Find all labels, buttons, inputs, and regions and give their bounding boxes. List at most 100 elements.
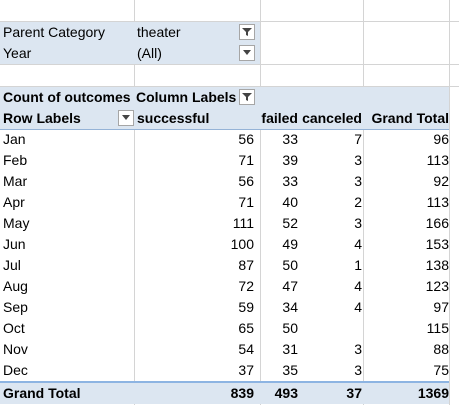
row-label: Nov bbox=[3, 341, 28, 357]
filter-value[interactable]: (All) bbox=[137, 45, 162, 61]
gridline bbox=[0, 86, 459, 87]
gridline bbox=[363, 0, 364, 405]
cell-canceled: 3 bbox=[354, 173, 362, 189]
table-row: Aug 72 47 4 123 bbox=[0, 276, 449, 297]
cell-grand-total: 96 bbox=[433, 131, 449, 147]
row-label: May bbox=[3, 215, 30, 231]
column-header-successful: successful bbox=[137, 110, 210, 126]
cell-grand-total: 123 bbox=[425, 278, 449, 294]
row-label: Jul bbox=[3, 257, 21, 273]
cell-grand-total: 113 bbox=[426, 194, 449, 210]
cell-successful: 111 bbox=[232, 215, 254, 231]
row-label: Jan bbox=[3, 131, 26, 147]
cell-successful: 72 bbox=[238, 278, 254, 294]
grand-total-row: Grand Total 839 493 37 1369 bbox=[0, 381, 449, 404]
filter-dropdown-icon[interactable] bbox=[239, 89, 255, 105]
cell-failed: 50 bbox=[282, 320, 298, 336]
cell-successful: 56 bbox=[238, 173, 254, 189]
chevron-down-icon[interactable] bbox=[239, 45, 255, 61]
cell-successful: 87 bbox=[238, 257, 254, 273]
cell-grand-total: 88 bbox=[433, 341, 449, 357]
cell-canceled: 3 bbox=[354, 362, 362, 378]
cell-successful: 71 bbox=[238, 152, 254, 168]
column-header-failed: failed bbox=[261, 110, 298, 126]
filter-label: Parent Category bbox=[3, 24, 105, 40]
measure-label: Count of outcomes bbox=[3, 89, 131, 105]
grand-total-failed: 493 bbox=[274, 385, 298, 401]
row-label: Apr bbox=[3, 194, 25, 210]
cell-canceled: 3 bbox=[354, 341, 362, 357]
cell-failed: 50 bbox=[282, 257, 298, 273]
cell-successful: 37 bbox=[238, 362, 254, 378]
cell-successful: 65 bbox=[238, 320, 254, 336]
cell-successful: 100 bbox=[230, 236, 254, 252]
table-row: Jun 100 49 4 153 bbox=[0, 234, 449, 255]
cell-failed: 49 bbox=[282, 236, 298, 252]
filter-row-year: Year (All) bbox=[0, 43, 260, 64]
cell-grand-total: 138 bbox=[425, 257, 449, 273]
cell-failed: 39 bbox=[282, 152, 298, 168]
row-label: Feb bbox=[3, 152, 28, 168]
header-separator bbox=[0, 129, 449, 130]
row-label: Aug bbox=[3, 278, 28, 294]
cell-successful: 56 bbox=[238, 131, 254, 147]
table-row: Jan 56 33 7 96 bbox=[0, 129, 449, 150]
grand-total-value: 1369 bbox=[417, 385, 449, 401]
filter-dropdown-icon[interactable] bbox=[239, 24, 255, 40]
column-header-canceled: canceled bbox=[302, 110, 362, 126]
cell-successful: 71 bbox=[238, 194, 254, 210]
table-row: Apr 71 40 2 113 bbox=[0, 192, 449, 213]
grand-total-canceled: 37 bbox=[346, 385, 362, 401]
row-labels-header: Row Labels bbox=[3, 110, 81, 126]
gridline bbox=[0, 21, 459, 22]
cell-canceled: 7 bbox=[354, 131, 362, 147]
table-row: May 111 52 3 166 bbox=[0, 213, 449, 234]
filter-row-parent-category: Parent Category theater bbox=[0, 22, 260, 43]
column-labels-header: Column Labels bbox=[136, 89, 237, 105]
cell-canceled: 1 bbox=[354, 257, 362, 273]
gridline bbox=[134, 0, 135, 405]
table-row: Oct 65 50 115 bbox=[0, 318, 449, 339]
cell-successful: 59 bbox=[238, 299, 254, 315]
filter-label: Year bbox=[3, 45, 32, 61]
pivot-header-row: Count of outcomes Column Labels bbox=[0, 87, 449, 108]
cell-failed: 35 bbox=[282, 362, 298, 378]
chevron-down-icon[interactable] bbox=[118, 110, 134, 126]
cell-grand-total: 166 bbox=[425, 215, 449, 231]
table-row: Dec 37 35 3 75 bbox=[0, 360, 449, 381]
cell-grand-total: 113 bbox=[426, 152, 449, 168]
cell-canceled: 4 bbox=[354, 278, 362, 294]
row-label: Mar bbox=[3, 173, 28, 189]
pivot-column-header-row: Row Labels successful failed canceled Gr… bbox=[0, 108, 449, 129]
grand-total-label: Grand Total bbox=[3, 385, 81, 401]
cell-failed: 40 bbox=[282, 194, 298, 210]
column-header-grand-total: Grand Total bbox=[371, 110, 449, 126]
cell-failed: 31 bbox=[282, 341, 298, 357]
cell-grand-total: 153 bbox=[425, 236, 449, 252]
cell-canceled: 2 bbox=[354, 194, 362, 210]
grand-total-successful: 839 bbox=[230, 385, 254, 401]
row-label: Dec bbox=[3, 362, 28, 378]
report-filter-area: Parent Category theater Year (All) bbox=[0, 22, 260, 64]
filter-value[interactable]: theater bbox=[137, 24, 181, 40]
cell-failed: 33 bbox=[282, 173, 298, 189]
cell-grand-total: 97 bbox=[433, 299, 449, 315]
cell-grand-total: 115 bbox=[426, 320, 449, 336]
cell-failed: 33 bbox=[282, 131, 298, 147]
table-row: Sep 59 34 4 97 bbox=[0, 297, 449, 318]
cell-canceled: 3 bbox=[354, 215, 362, 231]
table-row: Jul 87 50 1 138 bbox=[0, 255, 449, 276]
cell-grand-total: 75 bbox=[433, 362, 449, 378]
row-label: Sep bbox=[3, 299, 28, 315]
table-row: Mar 56 33 3 92 bbox=[0, 171, 449, 192]
cell-grand-total: 92 bbox=[433, 173, 449, 189]
cell-successful: 54 bbox=[238, 341, 254, 357]
cell-failed: 47 bbox=[282, 278, 298, 294]
gridline bbox=[449, 0, 450, 405]
table-row: Feb 71 39 3 113 bbox=[0, 150, 449, 171]
row-label: Jun bbox=[3, 236, 26, 252]
cell-canceled: 4 bbox=[354, 236, 362, 252]
cell-failed: 52 bbox=[282, 215, 298, 231]
row-label: Oct bbox=[3, 320, 25, 336]
